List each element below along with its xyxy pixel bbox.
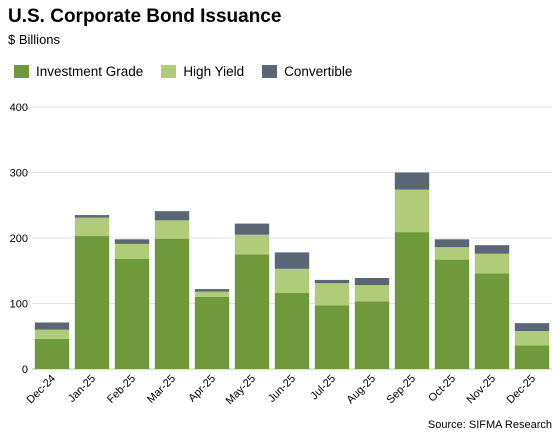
bar-convertible-may-25 xyxy=(234,223,270,235)
bar-investment-grade-dec-24 xyxy=(34,338,70,369)
bar-investment-grade-sep-25 xyxy=(394,232,430,369)
y-tick-label: 0 xyxy=(22,364,28,376)
bar-investment-grade-jun-25 xyxy=(274,293,310,369)
bar-investment-grade-jul-25 xyxy=(314,305,350,369)
legend-item-investment-grade: Investment Grade xyxy=(14,64,143,79)
bar-high-yield-mar-25 xyxy=(154,220,190,239)
bar-convertible-jun-25 xyxy=(274,252,310,269)
x-tick-label: Dec-25 xyxy=(505,373,539,407)
bar-investment-grade-jan-25 xyxy=(74,236,110,369)
bar-high-yield-jun-25 xyxy=(274,268,310,294)
bar-convertible-feb-25 xyxy=(114,239,150,244)
x-tick-label: Jun-25 xyxy=(266,373,298,405)
legend-item-high-yield: High Yield xyxy=(161,64,244,79)
bar-investment-grade-mar-25 xyxy=(154,238,190,369)
legend-swatch-investment-grade xyxy=(14,65,29,78)
y-tick-label: 400 xyxy=(10,102,28,114)
bar-convertible-oct-25 xyxy=(434,239,470,248)
legend-swatch-convertible xyxy=(262,65,278,78)
y-tick-label: 300 xyxy=(10,168,28,180)
x-tick-label: Oct-25 xyxy=(426,373,458,405)
bar-investment-grade-aug-25 xyxy=(354,301,390,369)
bar-investment-grade-feb-25 xyxy=(114,258,150,369)
bar-high-yield-jul-25 xyxy=(314,283,350,306)
bar-convertible-dec-24 xyxy=(34,322,70,330)
bar-high-yield-feb-25 xyxy=(114,243,150,259)
x-tick-label: Feb-25 xyxy=(105,373,138,406)
bar-convertible-jan-25 xyxy=(74,215,110,218)
legend-item-convertible: Convertible xyxy=(262,64,352,79)
bar-high-yield-jan-25 xyxy=(74,217,110,237)
bar-high-yield-sep-25 xyxy=(394,189,430,233)
bar-convertible-jul-25 xyxy=(314,279,350,284)
bar-investment-grade-may-25 xyxy=(234,254,270,369)
bar-high-yield-may-25 xyxy=(234,234,270,255)
chart-title: U.S. Corporate Bond Issuance xyxy=(8,6,282,27)
bar-investment-grade-oct-25 xyxy=(434,259,470,369)
x-tick-label: Aug-25 xyxy=(345,373,379,407)
bar-investment-grade-nov-25 xyxy=(474,273,510,369)
y-tick-label: 200 xyxy=(10,233,28,245)
bar-investment-grade-dec-25 xyxy=(514,345,550,369)
bar-investment-grade-apr-25 xyxy=(194,296,230,369)
bar-convertible-nov-25 xyxy=(474,245,510,254)
bar-convertible-mar-25 xyxy=(154,211,190,221)
legend-swatch-high-yield xyxy=(161,65,177,78)
bar-high-yield-dec-25 xyxy=(514,331,550,346)
x-tick-label: Mar-25 xyxy=(145,373,178,406)
y-tick-label: 100 xyxy=(10,299,28,311)
legend-label-investment-grade: Investment Grade xyxy=(36,64,144,79)
x-tick-label: Jan-25 xyxy=(66,373,98,405)
bar-high-yield-dec-24 xyxy=(34,329,70,339)
bar-convertible-dec-25 xyxy=(514,323,550,332)
legend-label-high-yield: High Yield xyxy=(183,64,245,79)
bar-high-yield-apr-25 xyxy=(194,291,230,297)
x-tick-label: Nov-25 xyxy=(465,373,499,407)
bar-convertible-aug-25 xyxy=(354,277,390,286)
x-tick-label: Jul-25 xyxy=(308,373,338,403)
x-tick-label: Apr-25 xyxy=(186,373,218,405)
bar-high-yield-oct-25 xyxy=(434,247,470,260)
chart-subtitle: $ Billions xyxy=(8,32,61,47)
source-note: Source: SIFMA Research xyxy=(427,419,552,431)
bar-high-yield-aug-25 xyxy=(354,285,390,302)
bar-convertible-sep-25 xyxy=(394,172,430,190)
x-tick-label: Sep-25 xyxy=(385,373,419,407)
chart-legend: Investment Grade High Yield Convertible xyxy=(14,64,370,79)
x-tick-label: Dec-24 xyxy=(25,373,59,407)
bar-convertible-apr-25 xyxy=(194,289,230,292)
bar-high-yield-nov-25 xyxy=(474,253,510,274)
legend-label-convertible: Convertible xyxy=(284,64,353,79)
x-tick-label: May-25 xyxy=(224,373,258,407)
